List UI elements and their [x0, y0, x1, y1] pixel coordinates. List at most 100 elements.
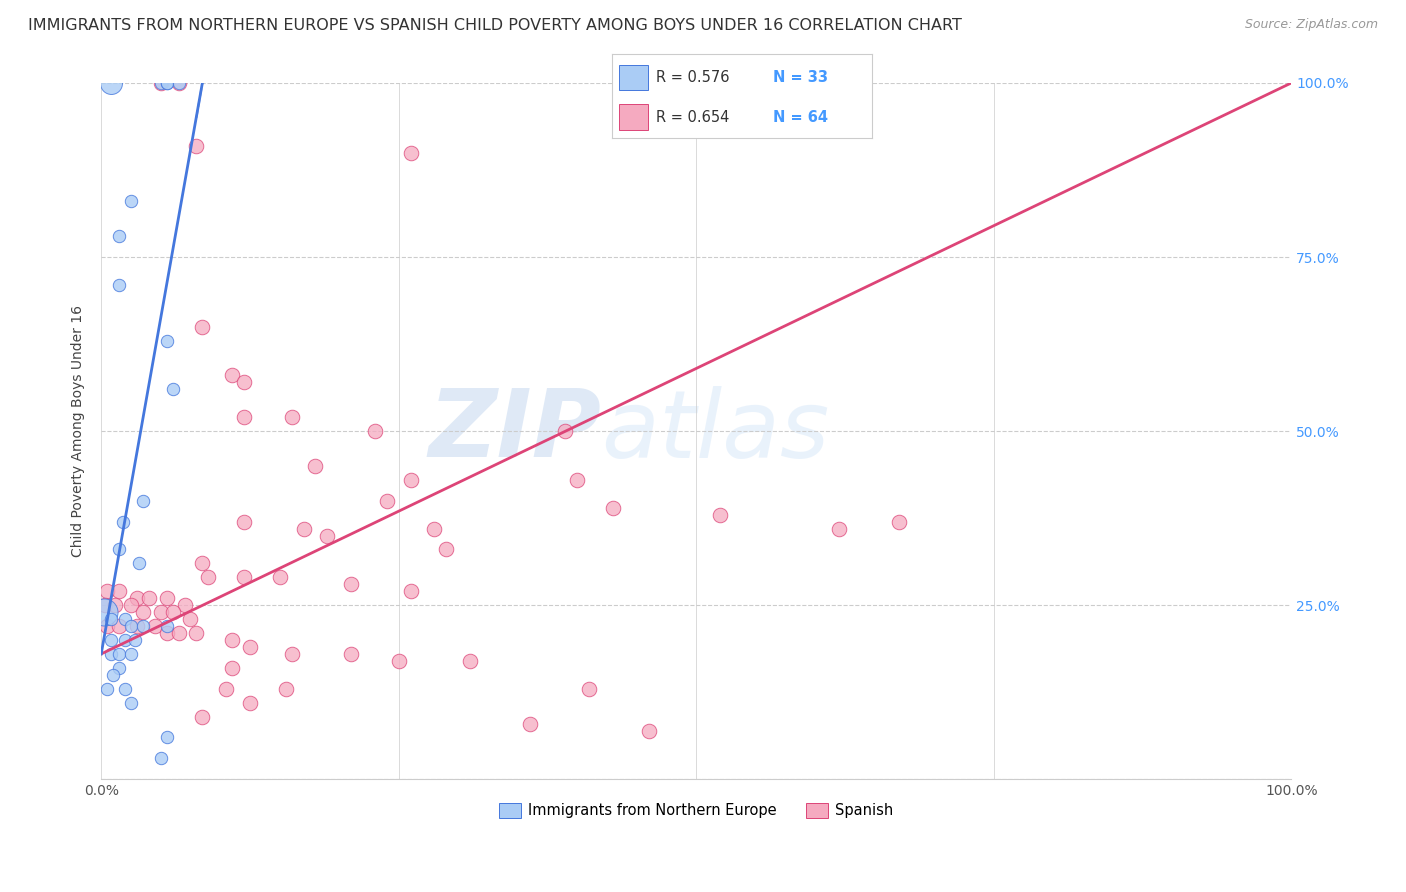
Point — [233, 410, 256, 425]
FancyBboxPatch shape — [620, 104, 648, 130]
Point — [602, 500, 624, 515]
Point — [191, 709, 214, 723]
Point — [191, 319, 214, 334]
Point — [186, 626, 208, 640]
Point — [340, 577, 363, 591]
Text: R = 0.654: R = 0.654 — [655, 110, 730, 125]
Point — [100, 76, 122, 90]
Point — [100, 632, 122, 647]
Point — [120, 647, 142, 661]
Text: N = 64: N = 64 — [773, 110, 828, 125]
Point — [221, 632, 243, 647]
Point — [114, 681, 136, 696]
Point — [887, 515, 910, 529]
Text: IMMIGRANTS FROM NORTHERN EUROPE VS SPANISH CHILD POVERTY AMONG BOYS UNDER 16 COR: IMMIGRANTS FROM NORTHERN EUROPE VS SPANI… — [28, 18, 962, 33]
Point — [120, 598, 142, 612]
Point — [96, 584, 118, 599]
Point — [120, 696, 142, 710]
Point — [101, 668, 124, 682]
Point — [434, 542, 457, 557]
Point — [162, 382, 184, 396]
Point — [519, 716, 541, 731]
Point — [399, 473, 422, 487]
Point — [156, 626, 179, 640]
Point — [578, 681, 600, 696]
Point — [233, 376, 256, 390]
Point — [239, 696, 262, 710]
Point — [111, 515, 134, 529]
Point — [233, 515, 256, 529]
Point — [108, 584, 131, 599]
Point — [156, 76, 179, 90]
Point — [316, 528, 339, 542]
Point — [94, 598, 117, 612]
Point — [828, 522, 851, 536]
Point — [124, 632, 146, 647]
Point — [149, 76, 172, 90]
Point — [156, 591, 179, 606]
Point — [167, 76, 190, 90]
Point — [120, 619, 142, 633]
Point — [280, 410, 302, 425]
Point — [186, 138, 208, 153]
Point — [274, 681, 297, 696]
Text: atlas: atlas — [600, 385, 830, 476]
Legend: Immigrants from Northern Europe, Spanish: Immigrants from Northern Europe, Spanish — [494, 797, 900, 824]
FancyBboxPatch shape — [620, 64, 648, 90]
Point — [162, 605, 184, 619]
Point — [132, 605, 155, 619]
Point — [138, 591, 160, 606]
Point — [149, 751, 172, 765]
Point — [125, 619, 148, 633]
Point — [96, 619, 118, 633]
Point — [197, 570, 219, 584]
Point — [399, 584, 422, 599]
Text: R = 0.576: R = 0.576 — [655, 70, 730, 85]
Point — [100, 647, 122, 661]
Point — [364, 424, 387, 438]
Point — [458, 654, 481, 668]
Point — [340, 647, 363, 661]
Point — [215, 681, 238, 696]
Point — [108, 542, 131, 557]
Point — [125, 591, 148, 606]
Point — [304, 458, 326, 473]
Point — [709, 508, 731, 522]
Point — [108, 277, 131, 292]
Text: N = 33: N = 33 — [773, 70, 828, 85]
Point — [108, 229, 131, 244]
Text: Source: ZipAtlas.com: Source: ZipAtlas.com — [1244, 18, 1378, 31]
Point — [221, 661, 243, 675]
Point — [423, 522, 446, 536]
Point — [132, 493, 155, 508]
Y-axis label: Child Poverty Among Boys Under 16: Child Poverty Among Boys Under 16 — [72, 305, 86, 558]
Point — [149, 76, 172, 90]
Point — [108, 619, 131, 633]
Point — [221, 368, 243, 383]
Point — [399, 145, 422, 160]
Point — [179, 612, 201, 626]
Point — [156, 334, 179, 348]
Point — [120, 194, 142, 209]
Point — [108, 661, 131, 675]
Point — [239, 640, 262, 654]
Point — [292, 522, 315, 536]
Point — [567, 473, 589, 487]
Point — [554, 424, 576, 438]
Point — [375, 493, 398, 508]
Point — [156, 619, 179, 633]
Point — [104, 598, 127, 612]
Point — [280, 647, 302, 661]
Point — [233, 570, 256, 584]
Point — [167, 76, 190, 90]
Point — [132, 619, 155, 633]
Point — [108, 647, 131, 661]
Point — [149, 605, 172, 619]
Point — [93, 605, 115, 619]
Point — [269, 570, 291, 584]
Point — [191, 557, 214, 571]
Text: ZIP: ZIP — [429, 385, 600, 477]
Point — [128, 557, 150, 571]
Point — [388, 654, 411, 668]
Point — [156, 731, 179, 745]
